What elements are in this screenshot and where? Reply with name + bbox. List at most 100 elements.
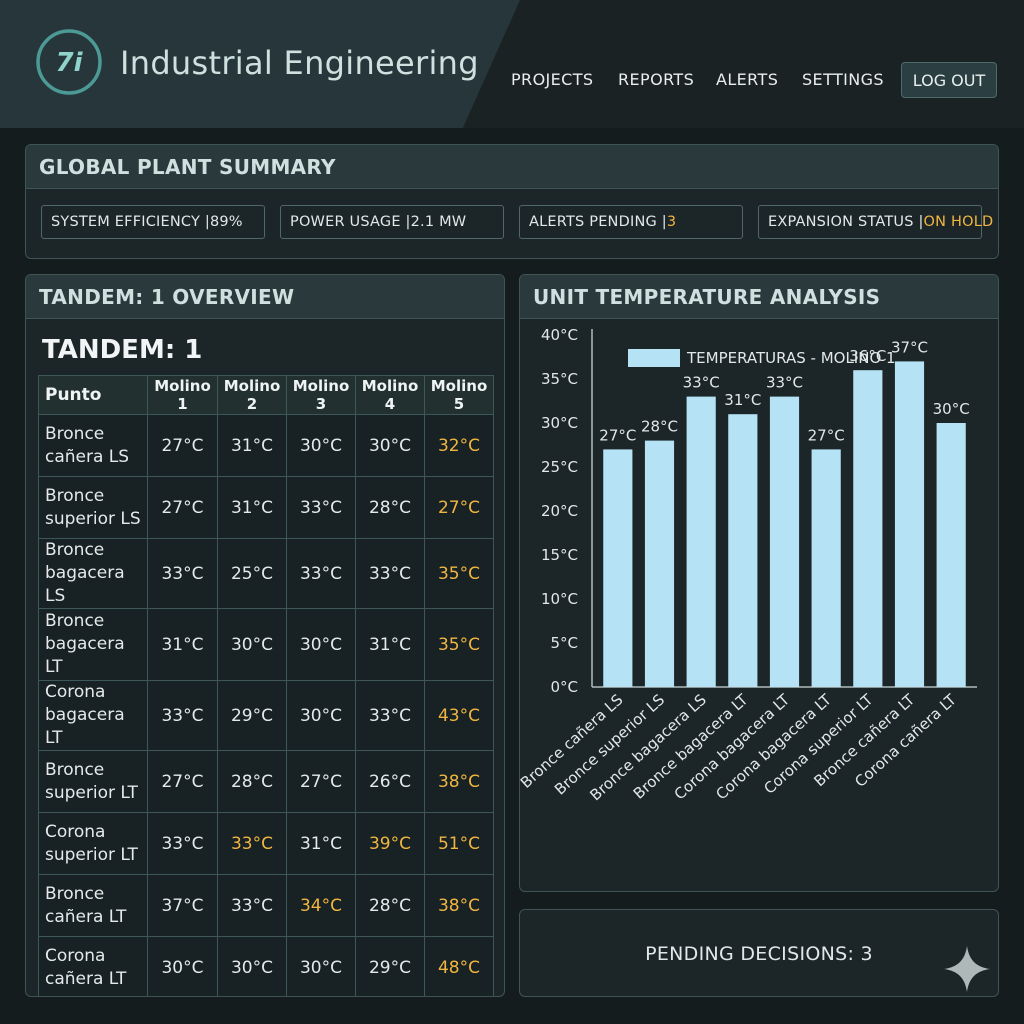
logout-button[interactable]: LOG OUT bbox=[901, 62, 997, 98]
cell-molino-2: 31°C bbox=[217, 476, 287, 539]
kpi-label: EXPANSION STATUS | bbox=[768, 214, 924, 230]
legend-swatch bbox=[628, 349, 680, 367]
table-row: Bronce superior LS 27°C 31°C 33°C 28°C 27°C bbox=[38, 476, 494, 539]
nav-alerts[interactable]: ALERTS bbox=[716, 70, 779, 89]
app-header: 7i Industrial Engineering PROJECTS REPOR… bbox=[0, 0, 1024, 128]
cell-molino-3: 27°C bbox=[286, 750, 356, 813]
table-row: Bronce bagacera LS 33°C 25°C 33°C 33°C 35°C bbox=[38, 538, 494, 609]
cell-molino-5: 32°C bbox=[424, 414, 494, 477]
temperature-table: Punto Molino 1 Molino 2 Molino 3 Molino … bbox=[38, 375, 494, 996]
cell-punto: Bronce bagacera LS bbox=[38, 538, 148, 609]
punto-line: superior LS bbox=[45, 508, 141, 529]
cell-molino-3: 34°C bbox=[286, 874, 356, 937]
cell-molino-2: 25°C bbox=[217, 538, 287, 609]
punto-line: bagacera LS bbox=[45, 563, 125, 606]
table-header-row: Punto Molino 1 Molino 2 Molino 3 Molino … bbox=[38, 375, 494, 415]
cell-molino-2: 33°C bbox=[217, 874, 287, 937]
svg-text:7i: 7i bbox=[55, 48, 83, 78]
tandem-overview-panel: TANDEM: 1 OVERVIEW TANDEM: 1 Punto Molin… bbox=[25, 274, 505, 997]
company-logo-icon: 7i bbox=[36, 29, 102, 95]
cell-punto: Corona superior LT bbox=[38, 812, 148, 875]
kpi-label: SYSTEM EFFICIENCY | bbox=[51, 214, 210, 230]
cell-molino-3: 30°C bbox=[286, 414, 356, 477]
y-tick-label: 5°C bbox=[550, 634, 578, 652]
cell-molino-5: 38°C bbox=[424, 750, 494, 813]
bar bbox=[853, 370, 883, 687]
cell-molino-1: 27°C bbox=[147, 750, 218, 813]
header-brand-area bbox=[0, 0, 520, 128]
column-header-punto: Punto bbox=[38, 375, 148, 415]
bar bbox=[769, 396, 800, 687]
cell-molino-5: 38°C bbox=[424, 874, 494, 937]
cell-molino-1: 31°C bbox=[147, 608, 218, 681]
punto-line: Bronce bbox=[45, 883, 105, 904]
bar-value-label: 36°C bbox=[849, 347, 886, 365]
cell-molino-2: 28°C bbox=[217, 750, 287, 813]
bar-value-label: 28°C bbox=[641, 418, 678, 436]
bar-value-label: 27°C bbox=[808, 426, 845, 444]
pending-decisions-panel: PENDING DECISIONS: 3 bbox=[519, 909, 999, 997]
punto-line: Bronce bbox=[45, 423, 105, 444]
kpi-power-usage: POWER USAGE | 2.1 MW bbox=[280, 205, 504, 239]
punto-line: Bronce bbox=[45, 611, 105, 631]
tandem-panel-title: TANDEM: 1 OVERVIEW bbox=[26, 275, 504, 319]
y-tick-label: 15°C bbox=[541, 546, 578, 564]
kpi-system-efficiency: SYSTEM EFFICIENCY | 89% bbox=[41, 205, 265, 239]
column-header-molino-4: Molino 4 bbox=[355, 375, 425, 415]
y-tick-label: 40°C bbox=[541, 326, 578, 344]
punto-line: Bronce bbox=[45, 540, 105, 560]
punto-line: bagacera LT bbox=[45, 634, 125, 677]
cell-punto: Bronce superior LS bbox=[38, 476, 148, 539]
table-row: Bronce bagacera LT 31°C 30°C 30°C 31°C 35°C bbox=[38, 608, 494, 681]
cell-molino-1: 27°C bbox=[147, 414, 218, 477]
column-header-molino-1: Molino 1 bbox=[147, 375, 218, 415]
bar bbox=[603, 449, 633, 687]
punto-line: superior LT bbox=[45, 844, 138, 865]
table-row: Bronce cañera LT 37°C 33°C 34°C 28°C 38°C bbox=[38, 874, 494, 937]
table-row: Corona superior LT 33°C 33°C 31°C 39°C 51°C bbox=[38, 812, 494, 875]
kpi-label: POWER USAGE | bbox=[290, 214, 411, 230]
cell-molino-1: 33°C bbox=[147, 680, 218, 751]
chart-panel-title: UNIT TEMPERATURE ANALYSIS bbox=[520, 275, 998, 319]
y-tick-label: 10°C bbox=[541, 590, 578, 608]
kpi-alerts-pending[interactable]: ALERTS PENDING | 3 bbox=[519, 205, 743, 239]
punto-line: Corona bbox=[45, 682, 106, 702]
tandem-table-title: TANDEM: 1 bbox=[42, 335, 203, 365]
nav-settings[interactable]: SETTINGS bbox=[802, 70, 884, 89]
cell-molino-3: 33°C bbox=[286, 476, 356, 539]
punto-line: bagacera LT bbox=[45, 705, 125, 748]
cell-punto: Corona cañera LT bbox=[38, 936, 148, 996]
table-row: Corona bagacera LT 33°C 29°C 30°C 33°C 43°C bbox=[38, 680, 494, 751]
cell-molino-3: 30°C bbox=[286, 680, 356, 751]
cell-molino-1: 33°C bbox=[147, 538, 218, 609]
cell-molino-5: 35°C bbox=[424, 538, 494, 609]
cell-molino-2: 33°C bbox=[217, 812, 287, 875]
cell-punto: Corona bagacera LT bbox=[38, 680, 148, 751]
bar-value-label: 27°C bbox=[599, 426, 636, 444]
cell-molino-3: 30°C bbox=[286, 608, 356, 681]
cell-punto: Bronce superior LT bbox=[38, 750, 148, 813]
column-header-molino-5: Molino 5 bbox=[424, 375, 494, 415]
cell-molino-2: 30°C bbox=[217, 608, 287, 681]
cell-molino-3: 33°C bbox=[286, 538, 356, 609]
cell-molino-4: 33°C bbox=[355, 538, 425, 609]
summary-title: GLOBAL PLANT SUMMARY bbox=[26, 145, 998, 189]
bar-value-label: 33°C bbox=[683, 374, 720, 392]
nav-projects[interactable]: PROJECTS bbox=[511, 70, 594, 89]
nav-reports[interactable]: REPORTS bbox=[618, 70, 695, 89]
punto-line: cañera LT bbox=[45, 968, 127, 989]
cell-molino-2: 30°C bbox=[217, 936, 287, 996]
legend-label: TEMPERATURAS - MOLINO 1 bbox=[686, 349, 896, 367]
y-tick-label: 30°C bbox=[541, 414, 578, 432]
table-row: Bronce superior LT 27°C 28°C 27°C 26°C 38°C bbox=[38, 750, 494, 813]
cell-molino-1: 30°C bbox=[147, 936, 218, 996]
cell-molino-1: 27°C bbox=[147, 476, 218, 539]
cell-molino-4: 31°C bbox=[355, 608, 425, 681]
y-tick-label: 25°C bbox=[541, 458, 578, 476]
cell-molino-4: 30°C bbox=[355, 414, 425, 477]
app-title: Industrial Engineering bbox=[120, 44, 479, 82]
bar-value-label: 33°C bbox=[766, 374, 803, 392]
y-tick-label: 35°C bbox=[541, 370, 578, 388]
y-tick-label: 0°C bbox=[550, 678, 578, 696]
punto-line: Corona bbox=[45, 821, 106, 842]
